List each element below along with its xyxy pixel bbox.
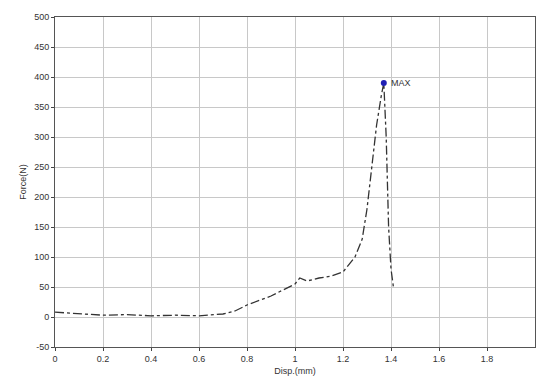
svg-text:Force(N): Force(N) xyxy=(18,164,28,200)
svg-text:250: 250 xyxy=(34,162,49,172)
svg-text:Disp.(mm): Disp.(mm) xyxy=(274,366,316,376)
svg-text:200: 200 xyxy=(34,192,49,202)
svg-text:50: 50 xyxy=(39,282,49,292)
svg-text:1.6: 1.6 xyxy=(433,354,446,364)
svg-text:0: 0 xyxy=(52,354,57,364)
svg-text:300: 300 xyxy=(34,132,49,142)
svg-text:1.8: 1.8 xyxy=(481,354,494,364)
svg-text:0.2: 0.2 xyxy=(97,354,110,364)
svg-text:0.4: 0.4 xyxy=(145,354,158,364)
svg-text:0: 0 xyxy=(44,312,49,322)
svg-text:0.6: 0.6 xyxy=(193,354,206,364)
svg-text:450: 450 xyxy=(34,42,49,52)
svg-text:1.4: 1.4 xyxy=(385,354,398,364)
svg-text:100: 100 xyxy=(34,252,49,262)
svg-text:MAX: MAX xyxy=(391,78,411,88)
svg-text:400: 400 xyxy=(34,72,49,82)
svg-text:500: 500 xyxy=(34,12,49,22)
svg-text:1.2: 1.2 xyxy=(337,354,350,364)
svg-text:350: 350 xyxy=(34,102,49,112)
svg-text:-50: -50 xyxy=(36,342,49,352)
svg-text:1: 1 xyxy=(292,354,297,364)
svg-text:0.8: 0.8 xyxy=(241,354,254,364)
svg-text:150: 150 xyxy=(34,222,49,232)
